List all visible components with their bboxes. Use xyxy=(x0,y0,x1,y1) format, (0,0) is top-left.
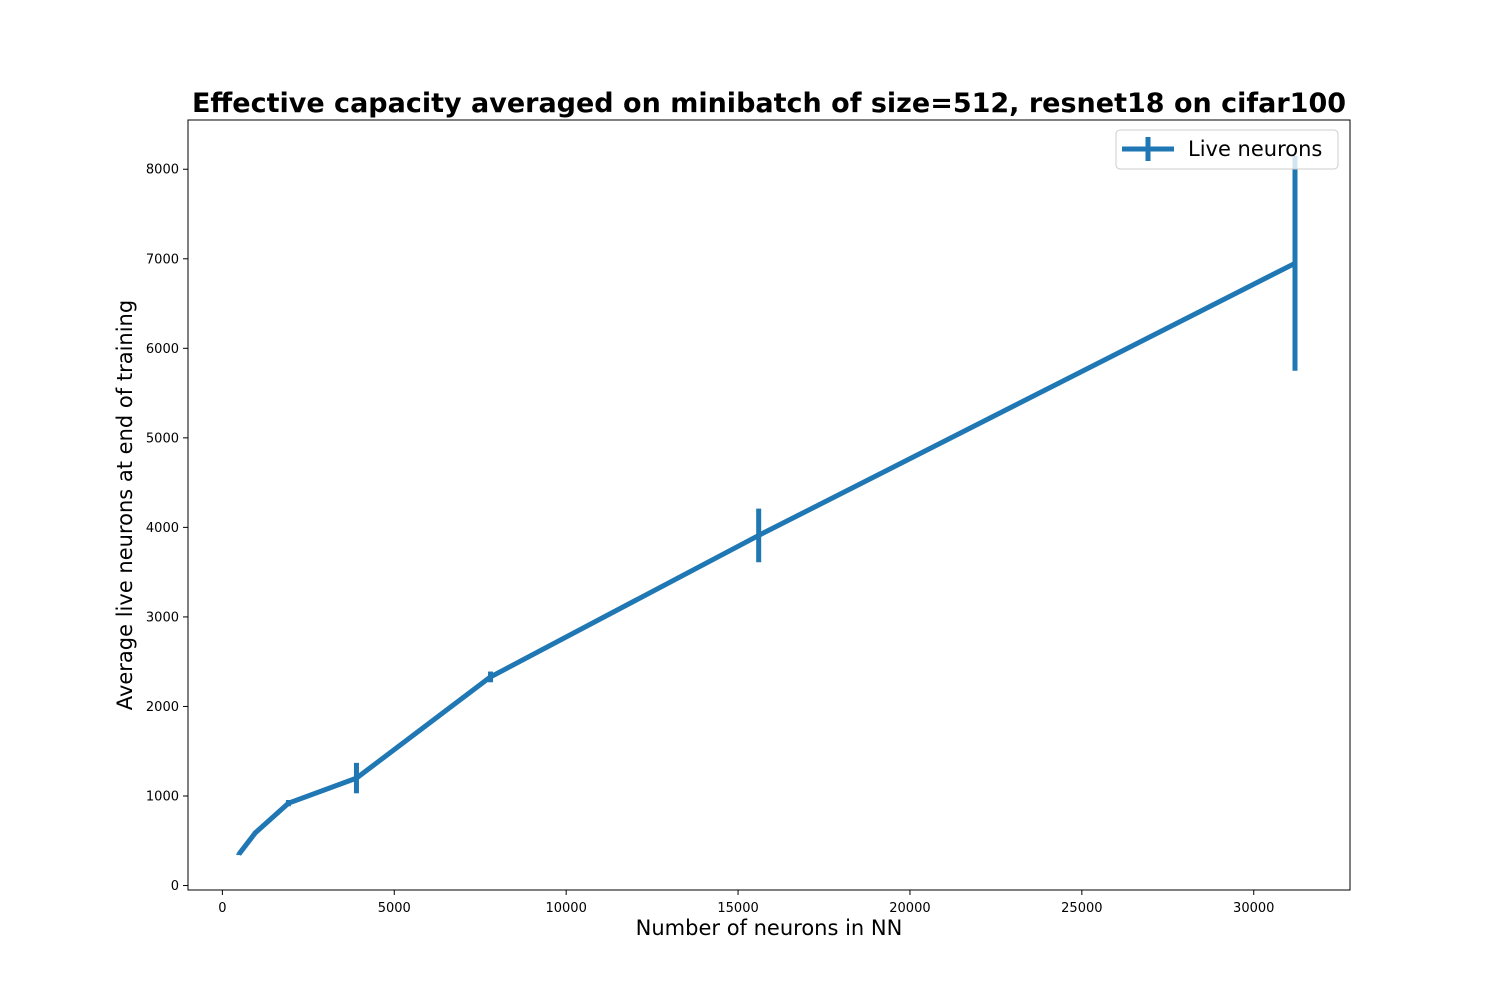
x-tick-label: 25000 xyxy=(1061,901,1102,916)
x-tick-label: 15000 xyxy=(717,901,758,916)
y-axis: 0 1000 2000 3000 4000 5000 6000 7000 8000 xyxy=(146,163,188,894)
series-layer xyxy=(236,155,1298,856)
legend: Live neurons xyxy=(1115,129,1339,170)
y-tick-label: 4000 xyxy=(146,521,179,536)
y-tick-label: 0 xyxy=(171,879,179,894)
plot-frame xyxy=(187,119,1351,891)
series-line xyxy=(236,261,1297,856)
y-tick-label: 5000 xyxy=(146,431,179,446)
x-tick-label: 20000 xyxy=(889,901,930,916)
x-tick-label: 5000 xyxy=(378,901,411,916)
x-axis: 0 5000 10000 15000 20000 25000 30000 xyxy=(218,890,1274,916)
y-tick-label: 6000 xyxy=(146,342,179,357)
y-axis-label: Average live neurons at end of training xyxy=(113,300,137,710)
x-axis-label: Number of neurons in NN xyxy=(636,916,903,940)
y-tick-label: 7000 xyxy=(146,252,179,267)
legend-label: Live neurons xyxy=(1188,137,1322,161)
x-tick-label: 30000 xyxy=(1233,901,1274,916)
y-tick-label: 2000 xyxy=(146,700,179,715)
y-tick-label: 1000 xyxy=(146,789,179,804)
chart-title: Effective capacity averaged on minibatch… xyxy=(192,88,1346,119)
x-tick-label: 10000 xyxy=(545,901,586,916)
y-tick-label: 8000 xyxy=(146,163,179,178)
legend-box xyxy=(1115,129,1339,170)
x-tick-label: 0 xyxy=(218,901,226,916)
y-tick-label: 3000 xyxy=(146,610,179,625)
